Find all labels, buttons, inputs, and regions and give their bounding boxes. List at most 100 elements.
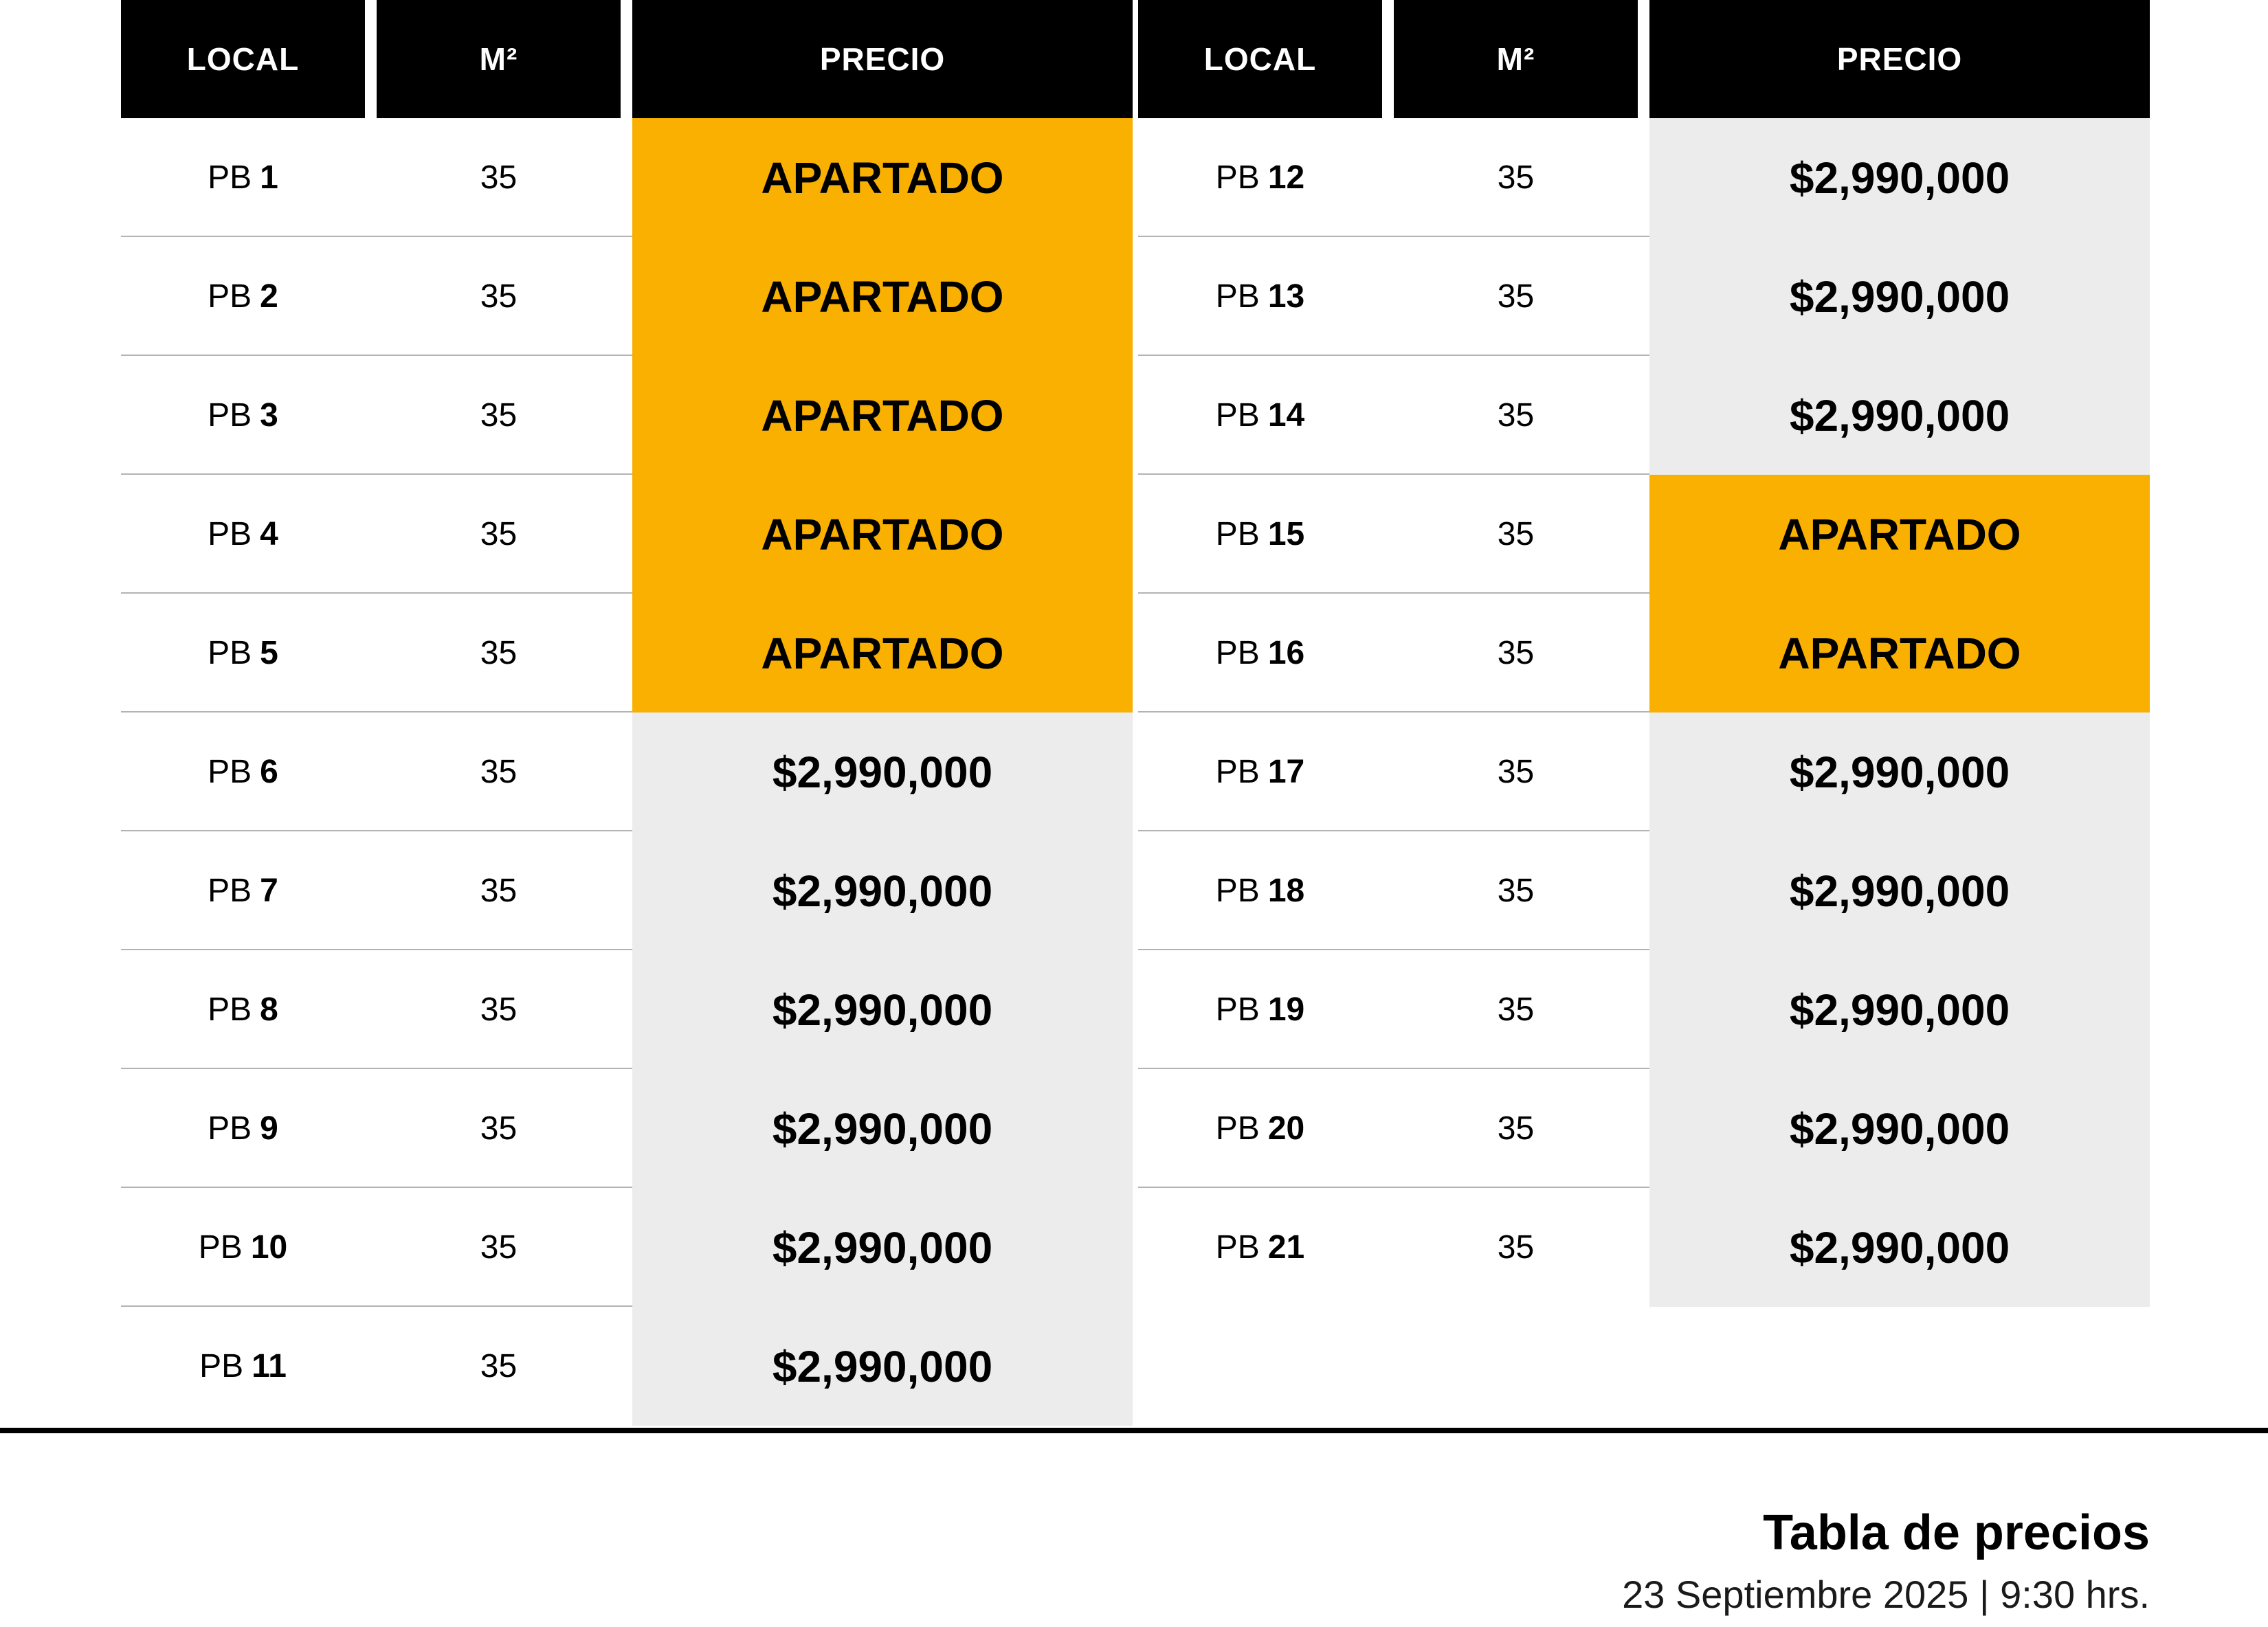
local-prefix: PB: [208, 635, 252, 671]
cell-m2: 35: [1497, 278, 1535, 315]
cell-local: PB 4: [121, 475, 365, 594]
table-row: PB 9 35 $2,990,000: [121, 1069, 1133, 1188]
table-header: LOCAL M² PRECIO: [121, 0, 1133, 118]
local-number: 18: [1267, 873, 1305, 909]
local-prefix: PB: [1215, 754, 1260, 790]
cell-m2: 35: [1497, 1229, 1535, 1266]
local-number: 13: [1267, 278, 1305, 315]
table-header: LOCAL M² PRECIO: [1138, 0, 2150, 118]
row-divider: [121, 1187, 1133, 1188]
local-prefix: PB: [198, 1229, 243, 1266]
cell-m2: 35: [480, 397, 518, 434]
cell-local: PB 9: [121, 1069, 365, 1188]
cell-precio: $2,990,000: [1649, 1188, 2150, 1307]
row-divider: [1138, 830, 2150, 831]
cell-m2: 35: [480, 754, 518, 790]
local-prefix: PB: [208, 159, 252, 196]
cell-local: PB 13: [1138, 237, 1382, 356]
cell-m2: 35: [1497, 991, 1535, 1028]
row-divider: [1138, 473, 2150, 475]
page-subtitle-date: 23 Septiembre 2025 | 9:30 hrs.: [1622, 1573, 2150, 1616]
cell-local: PB 3: [121, 356, 365, 475]
header-precio: PRECIO: [1649, 0, 2150, 118]
cell-local: PB 2: [121, 237, 365, 356]
cell-m2: 35: [1497, 159, 1535, 196]
cell-m2: 35: [480, 159, 518, 196]
header-m2: M²: [1394, 0, 1638, 118]
local-prefix: PB: [208, 278, 252, 315]
local-number: 10: [250, 1229, 288, 1266]
table-row: PB 10 35 $2,990,000: [121, 1188, 1133, 1307]
cell-local: PB 19: [1138, 950, 1382, 1069]
price-table-left: LOCAL M² PRECIO PB 1 35 APARTADO PB 2 35 APARTA…: [121, 0, 1133, 1426]
cell-m2: 35: [1497, 754, 1535, 790]
table-row: PB 8 35 $2,990,000: [121, 950, 1133, 1069]
row-divider: [1138, 1187, 2150, 1188]
cell-local: PB 11: [121, 1307, 365, 1426]
cell-local: PB 12: [1138, 118, 1382, 237]
table-row: PB 2 35 APARTADO: [121, 237, 1133, 356]
table-row: PB 3 35 APARTADO: [121, 356, 1133, 475]
cell-precio: $2,990,000: [632, 950, 1133, 1069]
cell-local: PB 14: [1138, 356, 1382, 475]
divider: [0, 1428, 2268, 1433]
row-divider: [121, 236, 1133, 237]
table-row: PB 4 35 APARTADO: [121, 475, 1133, 594]
cell-precio: $2,990,000: [1649, 1069, 2150, 1188]
table-row: PB 15 35 APARTADO: [1138, 475, 2150, 594]
cell-m2: 35: [1497, 873, 1535, 909]
local-prefix: PB: [1215, 278, 1260, 315]
cell-local: PB 15: [1138, 475, 1382, 594]
row-divider: [1138, 236, 2150, 237]
local-prefix: PB: [1215, 991, 1260, 1028]
cell-precio: $2,990,000: [632, 1307, 1133, 1426]
cell-m2: 35: [480, 278, 518, 315]
cell-local: PB 1: [121, 118, 365, 237]
cell-local: PB 16: [1138, 594, 1382, 712]
row-divider: [121, 830, 1133, 831]
cell-local: PB 21: [1138, 1188, 1382, 1307]
row-divider: [121, 473, 1133, 475]
local-number: 1: [260, 159, 278, 196]
cell-precio: $2,990,000: [1649, 950, 2150, 1069]
local-number: 2: [260, 278, 278, 315]
header-precio: PRECIO: [632, 0, 1133, 118]
cell-precio: $2,990,000: [1649, 831, 2150, 950]
local-prefix: PB: [1215, 397, 1260, 434]
cell-m2: 35: [480, 1110, 518, 1147]
row-divider: [121, 592, 1133, 594]
cell-local: PB 5: [121, 594, 365, 712]
local-prefix: PB: [208, 516, 252, 552]
header-m2: M²: [377, 0, 621, 118]
cell-m2: 35: [1497, 397, 1535, 434]
row-divider: [1138, 355, 2150, 356]
row-divider: [121, 355, 1133, 356]
table-row: PB 21 35 $2,990,000: [1138, 1188, 2150, 1307]
cell-m2: 35: [480, 516, 518, 552]
row-divider: [1138, 592, 2150, 594]
cell-precio: $2,990,000: [1649, 356, 2150, 475]
cell-local: PB 18: [1138, 831, 1382, 950]
local-number: 15: [1267, 516, 1305, 552]
local-number: 6: [260, 754, 278, 790]
local-number: 19: [1267, 991, 1305, 1028]
cell-m2: 35: [480, 1348, 518, 1384]
row-divider: [1138, 949, 2150, 950]
table-row: PB 12 35 $2,990,000: [1138, 118, 2150, 237]
status-badge-apartado: APARTADO: [632, 237, 1133, 356]
table-row: PB 11 35 $2,990,000: [121, 1307, 1133, 1426]
table-row: PB 7 35 $2,990,000: [121, 831, 1133, 950]
cell-m2: 35: [1497, 516, 1535, 552]
table-body: PB 1 35 APARTADO PB 2 35 APARTADO PB 3 35 APARTADO P…: [121, 118, 1133, 1426]
local-prefix: PB: [208, 991, 252, 1028]
cell-local: PB 6: [121, 712, 365, 831]
local-number: 17: [1267, 754, 1305, 790]
cell-local: PB 17: [1138, 712, 1382, 831]
row-divider: [121, 949, 1133, 950]
local-prefix: PB: [1215, 1229, 1260, 1266]
cell-precio: $2,990,000: [632, 831, 1133, 950]
cell-m2: 35: [1497, 635, 1535, 671]
local-prefix: PB: [208, 873, 252, 909]
local-number: 12: [1267, 159, 1305, 196]
price-table-right: LOCAL M² PRECIO PB 12 35 $2,990,000 PB 13 35 $2…: [1138, 0, 2150, 1307]
